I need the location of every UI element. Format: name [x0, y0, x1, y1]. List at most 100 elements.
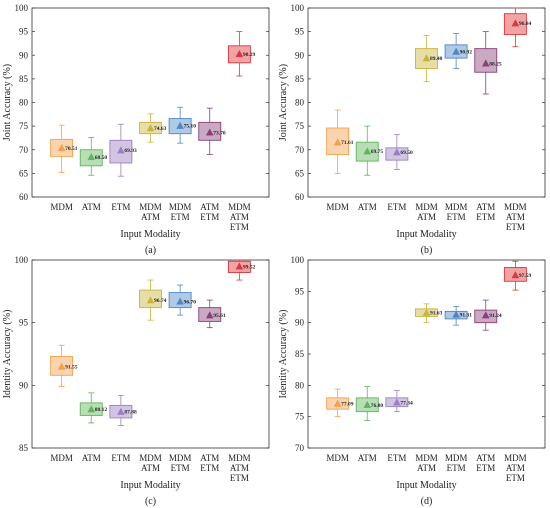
y-tick-label: 65 [295, 168, 305, 178]
y-tick-label: 75 [295, 412, 305, 422]
mean-value-label: 97.59 [519, 273, 532, 279]
plot-frame [31, 259, 270, 449]
mean-value-label: 96.70 [184, 299, 197, 305]
mean-value-label: 99.52 [243, 264, 256, 270]
y-tick-label: 100 [15, 255, 29, 265]
x-tick-label: ETM [476, 463, 495, 473]
mean-value-label: 76.80 [371, 403, 384, 409]
x-tick-label: ETM [111, 202, 130, 212]
x-tick-label: ETM [200, 463, 219, 473]
mean-marker [481, 59, 490, 67]
mean-marker [393, 398, 401, 406]
y-tick-label: 80 [19, 98, 29, 108]
mean-value-label: 77.34 [400, 400, 413, 406]
mean-marker [511, 19, 520, 27]
mean-marker [146, 124, 155, 132]
mean-marker [57, 143, 66, 152]
x-tick-label: ETM [506, 473, 525, 483]
x-tick-label: MDM [139, 202, 162, 212]
mean-marker [333, 138, 342, 146]
x-tick-label: MDM [139, 453, 162, 463]
mean-value-label: 69.50 [400, 150, 413, 156]
x-tick-label: MDM [415, 202, 438, 212]
x-tick-label: MDM [504, 202, 527, 212]
mean-marker [117, 146, 125, 154]
mean-marker [205, 311, 214, 319]
mean-value-label: 96.84 [519, 21, 532, 27]
x-tick-label: MDM [50, 453, 73, 463]
x-tick-label: ATM [141, 212, 160, 222]
x-tick-label: MDM [228, 202, 251, 212]
mean-value-label: 89.40 [430, 56, 443, 62]
mean-value-label: 96.74 [154, 298, 167, 304]
y-tick-label: 65 [19, 168, 29, 178]
mean-marker [176, 121, 184, 129]
x-axis-title: Input Modality [396, 480, 456, 491]
x-tick-label: ATM [476, 202, 495, 212]
mean-value-label: 91.55 [65, 365, 78, 371]
x-tick-label: ETM [387, 202, 406, 212]
y-tick-label: 90 [19, 380, 29, 390]
y-tick-label: 70 [295, 145, 305, 155]
x-tick-label: ETM [171, 463, 190, 473]
mean-marker [511, 271, 520, 279]
y-tick-label: 95 [19, 318, 29, 328]
x-tick-label: MDM [326, 453, 349, 463]
x-tick-label: MDM [445, 202, 468, 212]
mean-value-label: 69.75 [371, 149, 384, 155]
x-tick-label: MDM [50, 202, 73, 212]
mean-marker [363, 400, 372, 408]
x-tick-label: MDM [326, 202, 349, 212]
x-tick-label: MDM [169, 453, 192, 463]
y-tick-label: 70 [295, 443, 305, 453]
mean-marker [393, 148, 401, 156]
mean-value-label: 91.31 [460, 313, 473, 319]
mean-marker [205, 128, 214, 136]
x-tick-label: ETM [230, 222, 249, 232]
x-tick-label: MDM [504, 453, 527, 463]
x-tick-label: ETM [200, 212, 219, 222]
y-tick-label: 90 [19, 50, 29, 60]
mean-marker [235, 49, 244, 58]
chart-panel-d: 70 75 80 85 90 95 100 77.09 MDM 76.80 ATM 77.34 ETM 9… [278, 255, 546, 507]
mean-marker [422, 54, 431, 62]
mean-marker [87, 152, 96, 161]
mean-value-label: 73.70 [213, 130, 226, 136]
y-tick-label: 60 [19, 192, 29, 202]
y-tick-label: 90 [295, 50, 305, 60]
x-tick-label: ATM [358, 202, 377, 212]
mean-marker [176, 297, 184, 305]
mean-value-label: 90.29 [243, 52, 256, 58]
y-tick-label: 100 [15, 3, 29, 13]
panel-label: (a) [145, 245, 156, 256]
x-tick-label: ATM [200, 202, 219, 212]
mean-value-label: 88.12 [95, 407, 108, 413]
mean-marker [422, 308, 431, 316]
y-tick-label: 85 [295, 349, 305, 359]
mean-value-label: 70.51 [65, 146, 78, 152]
x-tick-label: ATM [476, 453, 495, 463]
y-tick-label: 85 [19, 443, 29, 453]
mean-value-label: 88.25 [489, 61, 502, 67]
mean-marker [235, 262, 244, 270]
chart-panel-b: 60 65 70 75 80 85 90 95 100 71.61 MDM 69.75 ATM 69.50… [278, 3, 546, 256]
x-tick-label: ATM [506, 463, 525, 473]
x-tick-label: MDM [415, 453, 438, 463]
y-tick-label: 95 [19, 27, 29, 37]
y-axis-title: Joint Accuracy (%) [2, 64, 13, 141]
x-tick-label: ATM [358, 453, 377, 463]
y-tick-label: 85 [295, 74, 305, 84]
panel-label: (d) [421, 496, 433, 507]
plot-frame [31, 7, 270, 198]
x-tick-label: ETM [506, 222, 525, 232]
y-tick-label: 80 [295, 380, 305, 390]
mean-marker [363, 147, 372, 155]
mean-value-label: 91.24 [489, 313, 502, 319]
x-axis-title: Input Modality [120, 480, 180, 491]
x-tick-label: ETM [447, 212, 466, 222]
y-tick-label: 75 [295, 121, 305, 131]
x-tick-label: ETM [387, 453, 406, 463]
panel-label: (b) [421, 245, 433, 256]
mean-marker [481, 311, 490, 319]
x-tick-label: ATM [141, 463, 160, 473]
